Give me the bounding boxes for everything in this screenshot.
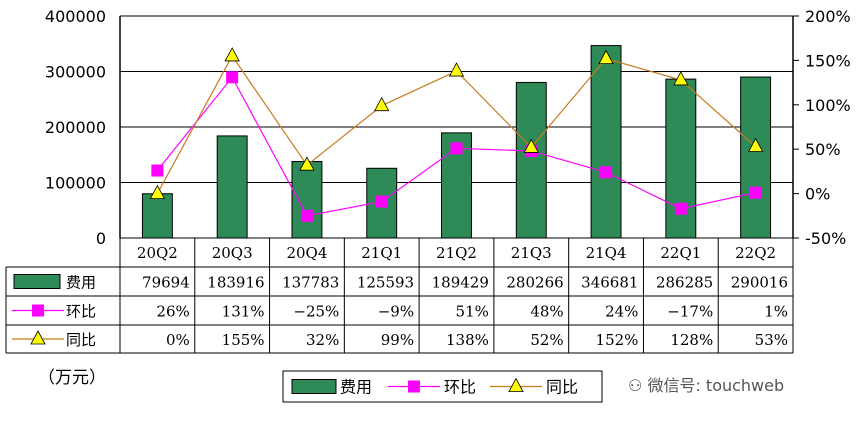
data-label: 53% [755,331,788,349]
data-label: 290016 [731,274,788,292]
row-key-marker [30,330,46,345]
category-label: 21Q2 [436,244,477,262]
bar-20Q4 [291,161,323,239]
category-label: 22Q2 [735,244,776,262]
marker-tongbi-20Q4 [299,156,315,171]
data-label: 26% [156,303,189,321]
marker-tongbi-21Q2 [448,62,465,77]
data-label: 128% [670,331,713,349]
row-header-环比: 环比 [66,303,96,321]
legend-key-marker [508,377,524,392]
category-label: 20Q4 [286,244,327,262]
data-label: 138% [446,331,489,349]
marker-huanbi-22Q1 [674,202,687,215]
marker-huanbi-20Q3 [226,71,239,84]
marker-tongbi-21Q1 [374,96,390,112]
marker-huanbi-21Q2 [450,142,463,155]
left-axis-tick-label: 200000 [45,118,106,137]
watermark-text: 微信号: touchweb [647,376,785,395]
legend-key-marker [408,380,420,393]
marker-tongbi-20Q2 [149,184,166,200]
legend-label: 环比 [444,378,476,397]
data-label: 1% [764,303,788,321]
row-header-费用: 费用 [66,274,96,292]
data-label: 99% [381,331,414,349]
legend-key-bar [291,379,337,394]
marker-huanbi-22Q2 [749,186,762,199]
marker-huanbi-20Q2 [151,164,164,177]
left-axis-tick-label: 300000 [45,63,106,82]
row-key-marker [32,304,44,317]
marker-huanbi-21Q4 [600,166,613,179]
data-label: 183916 [207,274,264,292]
marker-tongbi-22Q2 [747,137,764,152]
bar-22Q2 [740,76,772,239]
data-label: 155% [222,331,265,349]
marker-tongbi-20Q3 [224,47,240,62]
data-label: 189429 [432,274,489,292]
bar-20Q3 [216,135,248,239]
row-key-bar [13,274,61,289]
marker-tongbi-21Q3 [523,138,539,153]
marker-huanbi-21Q1 [375,195,388,208]
watermark: ⚇ 微信号: touchweb [628,372,784,396]
category-label: 22Q1 [660,244,701,262]
right-axis-tick-label: 150% [805,51,851,70]
marker-huanbi-20Q4 [300,209,313,222]
left-axis-tick-label: 400000 [45,7,106,26]
data-label: 79694 [142,274,190,292]
right-axis-tick-label: 200% [805,7,851,26]
category-label: 21Q3 [511,244,552,262]
category-label: 20Q3 [212,244,253,262]
data-label: 137783 [282,274,339,292]
data-label: 286285 [656,274,713,292]
marker-tongbi-21Q4 [598,49,614,65]
category-label: 21Q4 [586,244,627,262]
bar-20Q2 [141,193,173,239]
right-axis-tick-label: 50% [805,140,841,159]
data-label: 24% [605,303,638,321]
row-header-同比: 同比 [66,331,96,349]
legend-label: 费用 [340,378,372,397]
data-label: 280266 [506,274,563,292]
right-axis-tick-label: -50% [805,229,846,248]
bar-21Q4 [590,45,622,239]
category-label: 21Q1 [361,244,402,262]
data-label: 0% [166,331,190,349]
right-axis-tick-label: 0% [805,185,830,204]
data-label: 52% [530,331,563,349]
data-label: 152% [596,331,639,349]
data-label: 32% [306,331,339,349]
data-label: −25% [293,303,339,321]
data-label: 131% [222,303,265,321]
data-label: 346681 [581,274,638,292]
legend-label: 同比 [546,378,578,397]
left-axis-tick-label: 100000 [45,174,106,193]
right-axis-tick-label: 100% [805,96,851,115]
left-axis-tick-label: 0 [96,229,106,248]
data-label: −17% [667,303,713,321]
data-label: 125593 [357,274,414,292]
wechat-icon: ⚇ [628,376,648,395]
unit-label: （万元） [38,368,106,388]
marker-tongbi-22Q1 [673,71,689,86]
data-label: −9% [378,303,414,321]
category-label: 20Q2 [137,244,178,262]
data-label: 48% [530,303,563,321]
bar-21Q3 [515,81,547,239]
data-label: 51% [456,303,489,321]
